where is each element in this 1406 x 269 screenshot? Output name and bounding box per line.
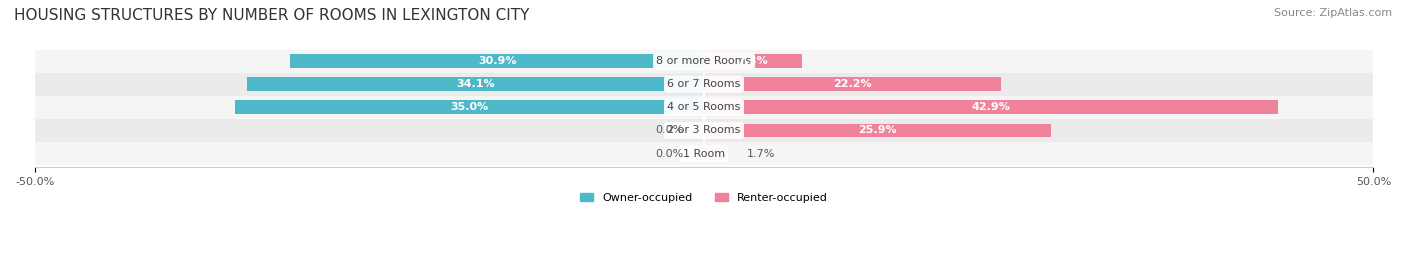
Bar xyxy=(35,49,1374,73)
Text: 0.0%: 0.0% xyxy=(655,148,683,158)
Bar xyxy=(35,119,1374,142)
Text: 0.0%: 0.0% xyxy=(655,125,683,135)
Bar xyxy=(35,142,1374,165)
Text: 34.1%: 34.1% xyxy=(457,79,495,89)
Text: HOUSING STRUCTURES BY NUMBER OF ROOMS IN LEXINGTON CITY: HOUSING STRUCTURES BY NUMBER OF ROOMS IN… xyxy=(14,8,530,23)
Text: 7.3%: 7.3% xyxy=(738,56,768,66)
Text: 8 or more Rooms: 8 or more Rooms xyxy=(657,56,752,66)
Text: 42.9%: 42.9% xyxy=(972,102,1011,112)
Bar xyxy=(704,54,801,68)
Bar xyxy=(35,73,1374,96)
Bar xyxy=(235,100,704,114)
Bar xyxy=(704,123,1050,137)
Text: 30.9%: 30.9% xyxy=(478,56,516,66)
Bar xyxy=(290,54,704,68)
Text: 22.2%: 22.2% xyxy=(834,79,872,89)
Text: Source: ZipAtlas.com: Source: ZipAtlas.com xyxy=(1274,8,1392,18)
Bar xyxy=(704,147,727,161)
Legend: Owner-occupied, Renter-occupied: Owner-occupied, Renter-occupied xyxy=(575,189,832,207)
Text: 1.7%: 1.7% xyxy=(747,148,775,158)
Bar xyxy=(704,77,1001,91)
Text: 35.0%: 35.0% xyxy=(450,102,489,112)
Bar xyxy=(35,96,1374,119)
Text: 25.9%: 25.9% xyxy=(858,125,897,135)
Bar xyxy=(704,100,1278,114)
Text: 1 Room: 1 Room xyxy=(683,148,725,158)
Text: 6 or 7 Rooms: 6 or 7 Rooms xyxy=(668,79,741,89)
Text: 2 or 3 Rooms: 2 or 3 Rooms xyxy=(668,125,741,135)
Bar xyxy=(247,77,704,91)
Text: 4 or 5 Rooms: 4 or 5 Rooms xyxy=(668,102,741,112)
